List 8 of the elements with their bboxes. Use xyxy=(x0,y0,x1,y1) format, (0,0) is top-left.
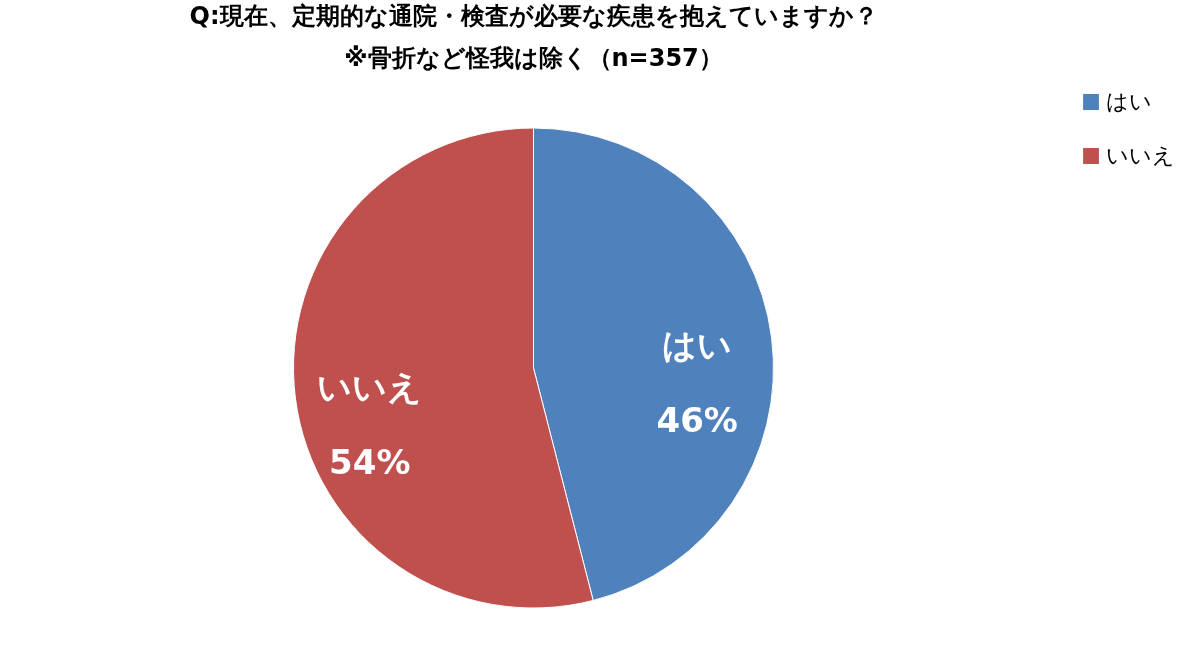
chart-subtitle: ※骨折など怪我は除く（n=357） xyxy=(344,44,723,72)
slice-label: はい xyxy=(662,325,733,366)
slice-label: いいえ xyxy=(317,366,423,407)
data-label: 46% xyxy=(656,400,738,441)
chart-title: Q:現在、定期的な通院・検査が必要な疾患を抱えていますか？ xyxy=(189,2,878,30)
legend-label: はい xyxy=(1106,89,1152,114)
legend-label: いいえ xyxy=(1106,143,1175,168)
data-label: 54% xyxy=(329,441,411,482)
